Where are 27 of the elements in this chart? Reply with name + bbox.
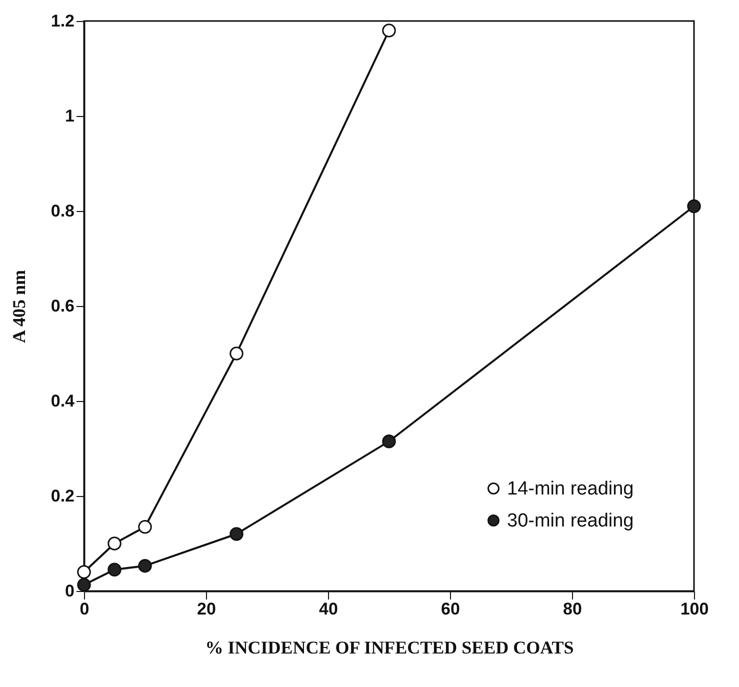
x-tick-label: 40 bbox=[319, 600, 338, 618]
y-tick-label: 0.2 bbox=[50, 486, 74, 506]
x-axis-title: % INCIDENCE OF INFECTED SEED COATS bbox=[205, 638, 574, 658]
point bbox=[382, 434, 396, 448]
y-tick-label: 1.2 bbox=[50, 12, 74, 30]
point bbox=[687, 199, 701, 214]
y-tick-label: 0.4 bbox=[50, 392, 76, 410]
point bbox=[138, 520, 152, 534]
point bbox=[382, 24, 396, 38]
legend-label: 14-min reading bbox=[507, 478, 634, 500]
y-tick-label: 1 bbox=[65, 106, 74, 126]
y-tick-label: 0 bbox=[65, 582, 74, 600]
y-tick-label: 0.6 bbox=[50, 296, 74, 316]
x-tick-label: 100 bbox=[680, 600, 709, 618]
x-tick-label: 0 bbox=[80, 600, 90, 618]
x-tick-label: 80 bbox=[563, 600, 582, 618]
legend-label: 30-min reading bbox=[507, 510, 634, 532]
y-axis-title: A 405 nm bbox=[8, 270, 29, 344]
y-tick-label: 0.8 bbox=[50, 202, 74, 220]
point bbox=[77, 565, 91, 579]
point bbox=[230, 527, 244, 541]
point bbox=[108, 562, 122, 576]
point bbox=[108, 536, 122, 550]
x-tick-label: 20 bbox=[197, 600, 216, 618]
x-tick-label: 60 bbox=[441, 600, 460, 618]
point bbox=[230, 346, 244, 360]
point bbox=[138, 558, 152, 573]
